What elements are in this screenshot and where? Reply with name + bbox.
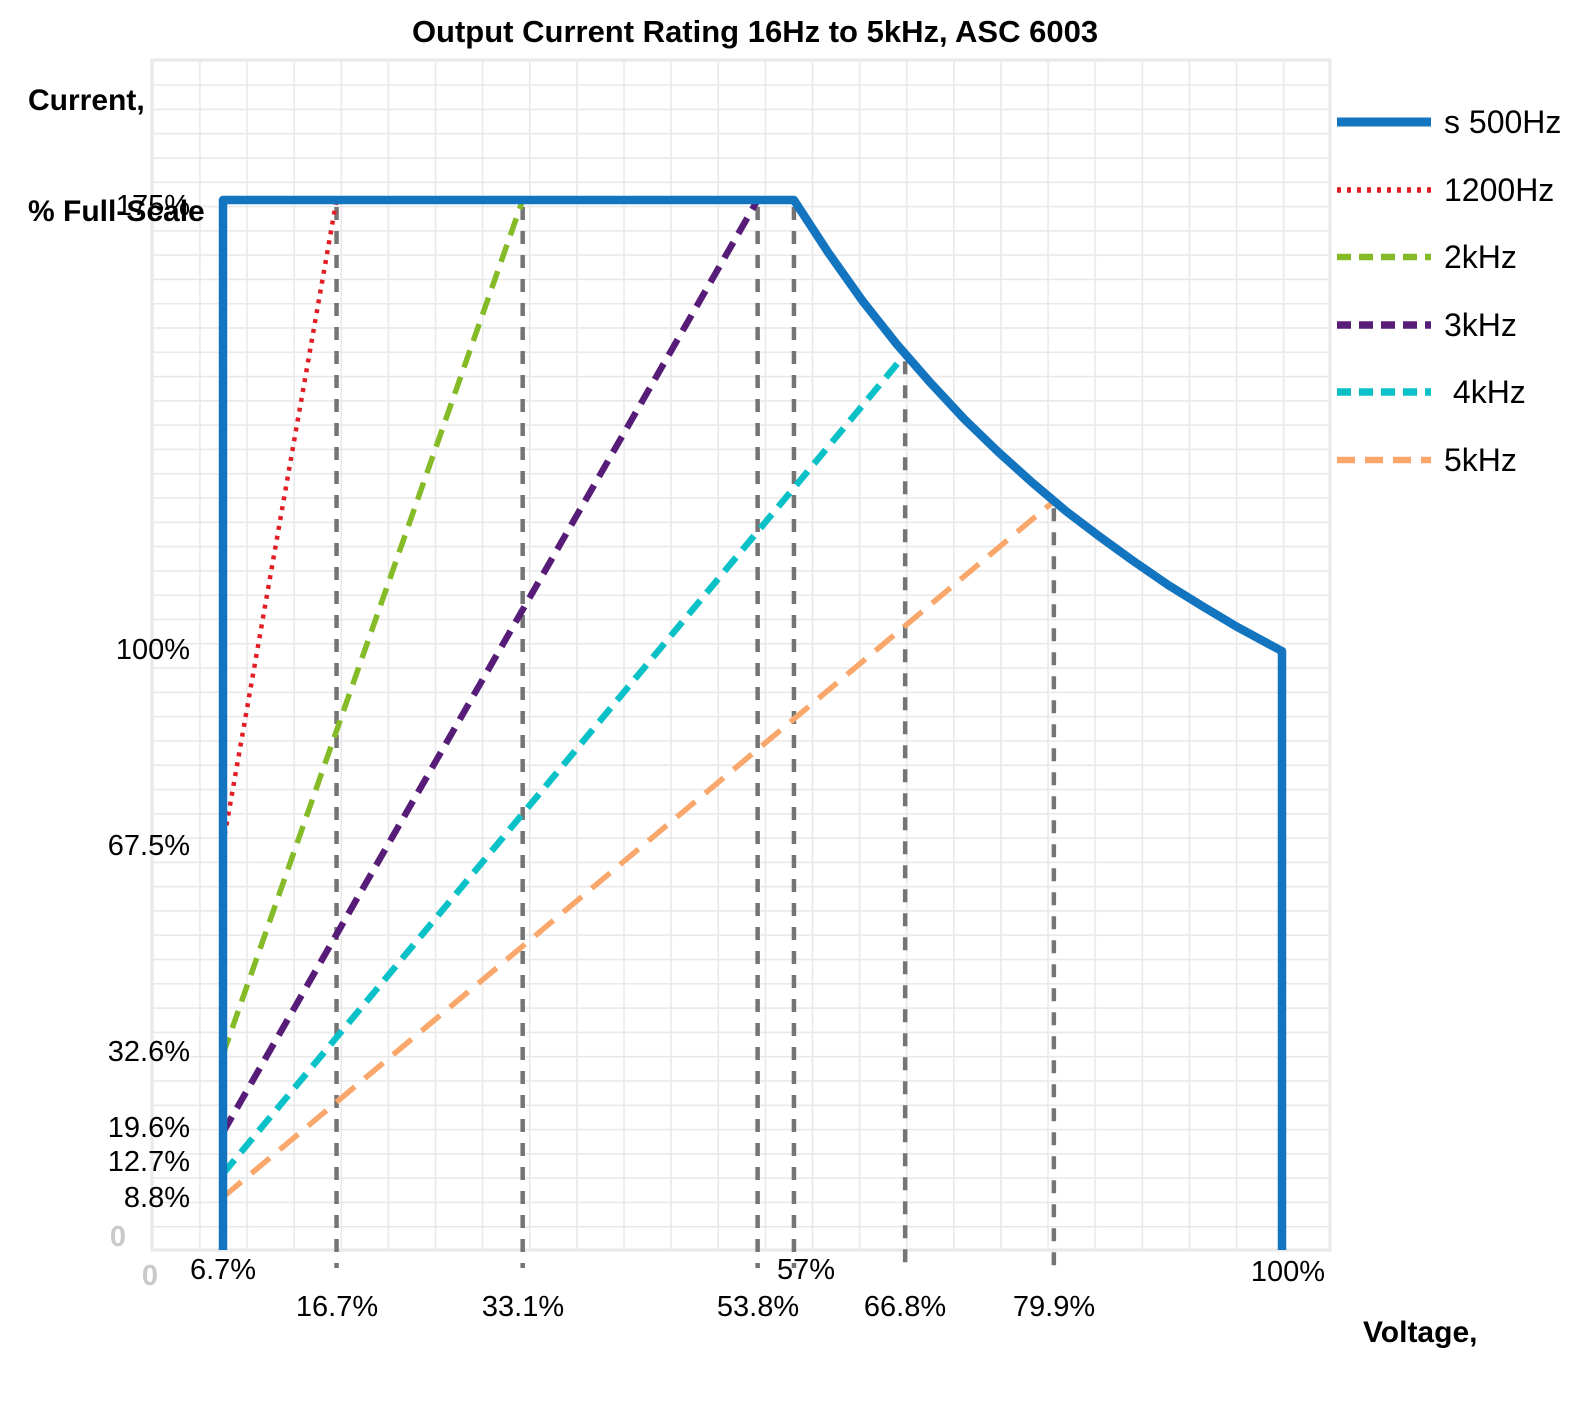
x-tick-57: 57% — [776, 1254, 836, 1286]
grid — [150, 58, 1332, 1252]
x-tick-0: 0 — [141, 1260, 159, 1292]
x-axis-title-line1: Voltage, — [1363, 1316, 1478, 1349]
legend-item-4khz: 4kHz — [1334, 374, 1526, 410]
y-tick-67-5: 67.5% — [107, 830, 190, 862]
series-layer — [218, 195, 1287, 1250]
legend-item-1200hz: 1200Hz — [1334, 172, 1554, 208]
y-axis-title-line1: Current, — [28, 84, 145, 117]
y-axis-title: Current, % Full-Scale — [28, 8, 205, 304]
legend-item-5khz: 5kHz — [1334, 442, 1517, 478]
x-tick-16-7: 16.7% — [295, 1291, 379, 1323]
legend-item-500hz: s 500Hz — [1334, 104, 1561, 140]
x-tick-53-8: 53.8% — [716, 1291, 800, 1323]
x-tick-100: 100% — [1250, 1256, 1326, 1288]
legend-swatch-icon — [1337, 456, 1431, 464]
y-tick-12-7: 12.7% — [107, 1146, 190, 1178]
y-tick-8-8: 8.8% — [123, 1182, 190, 1214]
series-line-4khz — [220, 352, 908, 1176]
legend-item-3khz: 3kHz — [1334, 307, 1517, 343]
x-tick-6-7: 6.7% — [189, 1254, 257, 1286]
y-tick-0: 0 — [109, 1221, 127, 1253]
series-line-s-500hz — [218, 195, 1287, 1250]
y-tick-19-6: 19.6% — [107, 1112, 190, 1144]
y-tick-175: 175% — [115, 190, 190, 222]
legend-swatch-icon — [1337, 117, 1431, 127]
legend-swatch-icon — [1337, 321, 1431, 329]
y-tick-100: 100% — [115, 634, 190, 666]
legend-label-5khz: 5kHz — [1444, 442, 1517, 478]
series-line-2khz — [220, 199, 526, 1056]
x-axis-title: Voltage, % Full-Scale — [1363, 1240, 1540, 1428]
x-tick-66-8: 66.8% — [863, 1291, 947, 1323]
y-tick-32-6: 32.6% — [107, 1036, 190, 1068]
legend-label-4khz: 4kHz — [1444, 374, 1526, 410]
series-line-5khz — [221, 499, 1056, 1200]
legend-item-2khz: 2kHz — [1334, 239, 1517, 275]
y-axis-title-line2: % Full-Scale — [28, 195, 205, 228]
legend-label-3khz: 3kHz — [1444, 307, 1517, 343]
legend-label-500hz: s 500Hz — [1444, 104, 1562, 140]
x-tick-79-9: 79.9% — [1012, 1291, 1096, 1323]
legend-label-2khz: 2kHz — [1444, 239, 1517, 275]
chart-title: Output Current Rating 16Hz to 5kHz, ASC … — [411, 14, 1099, 49]
legend-label-1200hz: 1200Hz — [1444, 172, 1555, 208]
legend-swatch-icon — [1337, 388, 1431, 396]
legend-swatch-icon — [1337, 253, 1431, 261]
series-line-3khz — [220, 198, 761, 1135]
x-tick-33-1: 33.1% — [481, 1291, 565, 1323]
legend-swatch-icon — [1337, 187, 1431, 193]
